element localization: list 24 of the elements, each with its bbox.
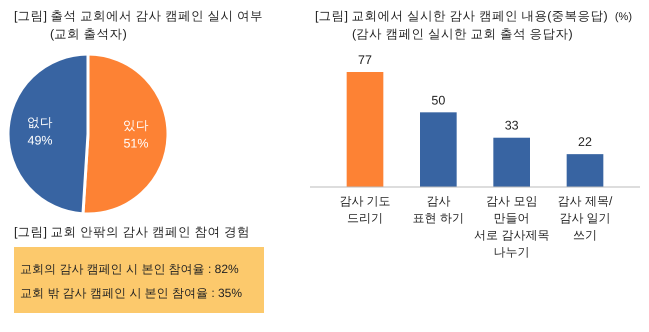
bar [346,72,384,187]
text: [그림] 교회 안팎의 감사 캠페인 참여 경험 [14,225,250,239]
chart-subtitle: (감사 캠페인 실시한 교회 출석 응답자) [352,27,573,41]
chart-subtitle: (교회 출석자) [50,27,127,41]
y-axis-title: (%) [614,11,632,23]
data-label: 22 [578,135,592,150]
chart-title: [그림] 출석 교회에서 감사 캠페인 실시 여부 [14,9,263,23]
bar [566,154,604,187]
bar [420,112,457,187]
data-label: 77 [358,53,372,67]
x-tick-label: 감사 표현 하기 [412,194,464,225]
chart-title: [그림] 교회에서 실시한 감사 캠페인 내용(중복응답) [315,9,608,23]
data-label: 49% [28,133,53,148]
text: 교회 밖 감사 캠페인 시 본인 참여율 : 35% [20,286,242,300]
slice-label: 없다 [27,115,54,130]
slice-label: 있다 [122,118,149,133]
x-tick-label: 감사 모임 만들어 서로 감사제목 나누기 [474,194,550,259]
data-label: 33 [504,118,519,133]
data-label: 51% [123,136,148,151]
text: 교회의 감사 캠페인 시 본인 참여율 : 82% [20,262,240,276]
bar [493,138,530,187]
x-tick-label: 감사 제목/ 감사 일기 쓰기 [558,194,613,242]
data-label: 50 [431,93,446,108]
x-tick-label: 감사 기도 드리기 [339,194,391,225]
